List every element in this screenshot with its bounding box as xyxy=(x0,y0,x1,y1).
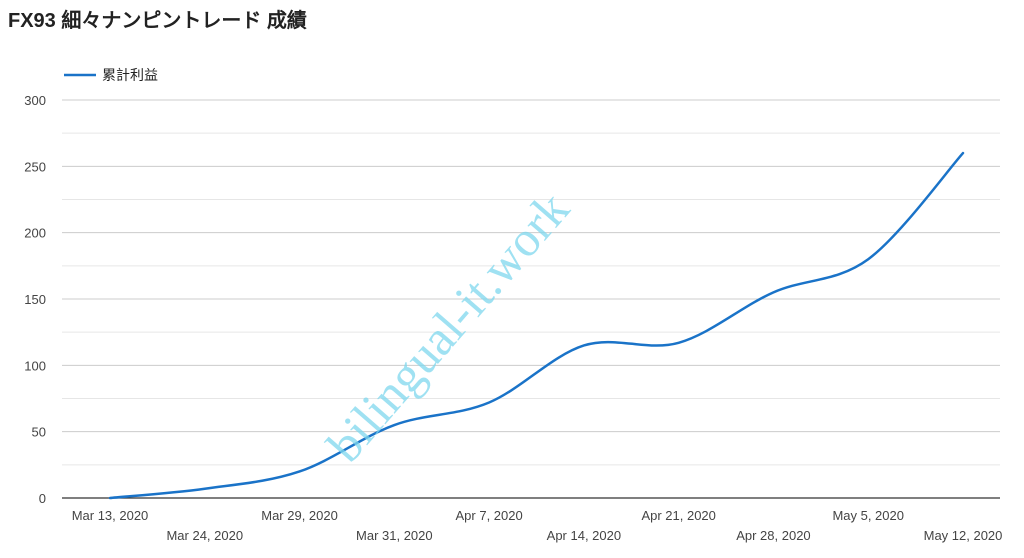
x-tick-label: Apr 28, 2020 xyxy=(736,528,810,543)
x-tick-label: Mar 29, 2020 xyxy=(261,508,338,523)
series-line xyxy=(108,151,965,500)
x-tick-label: May 12, 2020 xyxy=(924,528,1003,543)
x-tick-label: Mar 13, 2020 xyxy=(72,508,149,523)
x-axis-ticks: Mar 13, 2020 Mar 24, 2020 Mar 29, 2020 Mar … xyxy=(72,508,1003,543)
y-tick-label: 150 xyxy=(24,292,46,307)
y-tick-label: 200 xyxy=(24,226,46,241)
x-tick-label: Mar 24, 2020 xyxy=(166,528,243,543)
legend-label: 累計利益 xyxy=(102,67,158,83)
y-tick-label: 50 xyxy=(32,425,46,440)
y-tick-label: 300 xyxy=(24,93,46,108)
watermark-text: bilingual-it.work xyxy=(316,181,580,472)
series-group xyxy=(108,151,965,500)
x-tick-label: Apr 7, 2020 xyxy=(456,508,523,523)
y-axis-ticks: 0 50 100 150 200 250 300 xyxy=(24,93,46,506)
x-tick-label: Mar 31, 2020 xyxy=(356,528,433,543)
chart-title: FX93 細々ナンピントレード 成績 xyxy=(8,10,307,32)
x-tick-label: Apr 21, 2020 xyxy=(641,508,715,523)
y-tick-label: 100 xyxy=(24,358,46,373)
x-tick-label: May 5, 2020 xyxy=(832,508,904,523)
gridlines xyxy=(62,99,1000,466)
y-tick-label: 0 xyxy=(39,491,46,506)
x-tick-label: Apr 14, 2020 xyxy=(547,528,621,543)
y-tick-label: 250 xyxy=(24,159,46,174)
legend: 累計利益 xyxy=(64,67,158,83)
